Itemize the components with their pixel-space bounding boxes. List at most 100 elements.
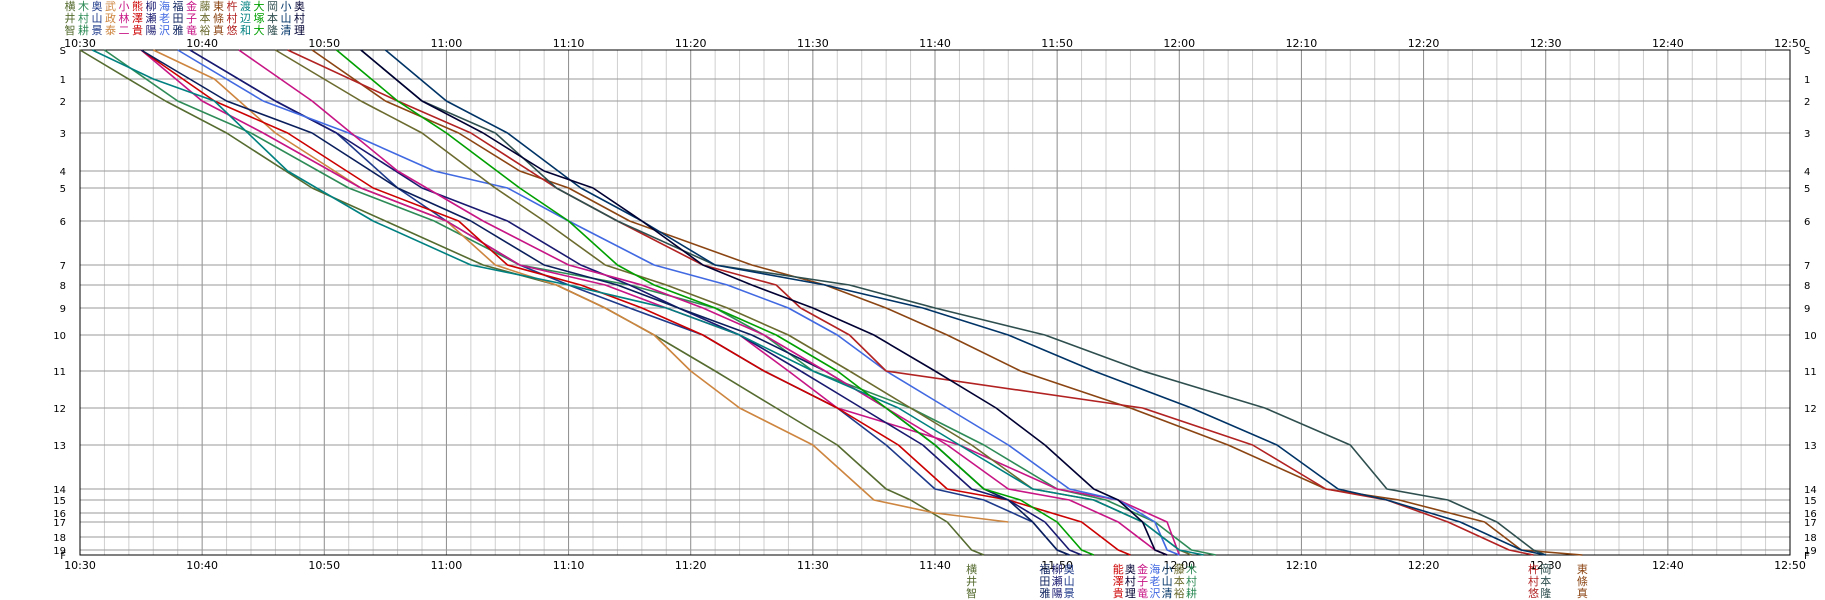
runner-label-bottom: 奥山景 <box>1064 562 1075 600</box>
series-line <box>189 49 1082 556</box>
x-tick-label-top: 11:40 <box>919 37 951 50</box>
x-tick-label-top: 11:20 <box>675 37 707 50</box>
y-tick-label-right: 4 <box>1804 167 1810 178</box>
x-tick-label-bottom: 11:50 <box>1041 559 1073 572</box>
x-tick-label-top: 11:30 <box>797 37 829 50</box>
runner-label-bottom: 能澤貴 <box>1113 562 1124 600</box>
runner-label-bottom: 岡本隆 <box>1540 563 1551 600</box>
y-tick-label-left: F <box>60 551 66 562</box>
x-tick-label-bottom: 10:50 <box>308 559 340 572</box>
y-tick-label-left: 3 <box>60 129 66 140</box>
series-line <box>140 49 1070 556</box>
series-line <box>140 49 1181 556</box>
x-tick-label-bottom: 12:40 <box>1652 559 1684 572</box>
runner-label-bottom: 金子竜 <box>1137 562 1148 600</box>
y-tick-label-right: 19 <box>1804 546 1817 557</box>
y-tick-label-left: 16 <box>53 509 66 520</box>
y-tick-label-right: S <box>1804 46 1810 57</box>
y-tick-label-right: 14 <box>1804 485 1817 496</box>
series-line <box>287 49 1534 556</box>
y-tick-label-left: 19 <box>53 546 66 557</box>
y-tick-label-right: F <box>1804 551 1810 562</box>
y-tick-label-left: 13 <box>53 441 66 452</box>
runner-labels: 横井智木村耕奥山景武政泰小林二熊澤貴柳瀬陽海老沢福田雅金子竜藤本裕東條真杵村悠渡… <box>65 0 1588 600</box>
y-tick-label-right: 11 <box>1804 367 1817 378</box>
y-tick-label-left: 17 <box>53 518 66 529</box>
series-line <box>177 49 1180 556</box>
y-tick-label-right: 3 <box>1804 129 1810 140</box>
runner-label-bottom: 柳瀬陽 <box>1052 562 1063 600</box>
y-tick-label-left: 10 <box>53 331 66 342</box>
x-tick-label-top: 10:40 <box>186 37 218 50</box>
y-tick-label-left: 15 <box>53 496 66 507</box>
runner-label-bottom: 藤本裕 <box>1174 563 1185 600</box>
y-tick-label-right: 18 <box>1804 533 1817 544</box>
runner-label-top: 横井智 <box>65 0 76 37</box>
series-lines <box>79 49 1583 556</box>
runner-label-top: 奥村理 <box>294 0 305 37</box>
series-line <box>238 49 1168 556</box>
y-tick-label-left: 1 <box>60 75 66 86</box>
x-tick-label-top: 10:30 <box>64 37 96 50</box>
y-tick-label-right: 9 <box>1804 304 1810 315</box>
x-tick-label-top: 12:20 <box>1408 37 1440 50</box>
runner-label-top: 小山清 <box>281 0 292 37</box>
runner-label-top: 海老沢 <box>159 0 170 37</box>
y-tick-label-left: 12 <box>53 404 66 415</box>
runner-label-top: 熊澤貴 <box>132 0 143 37</box>
runner-label-bottom: 木村耕 <box>1186 563 1197 600</box>
x-tick-label-bottom: 11:20 <box>675 559 707 572</box>
runner-label-top: 金子竜 <box>186 0 197 37</box>
y-tick-label-left: 14 <box>53 485 66 496</box>
series-line <box>91 49 1204 556</box>
y-tick-label-right: 17 <box>1804 518 1817 529</box>
y-tick-label-right: 8 <box>1804 281 1810 292</box>
x-tick-label-bottom: 12:10 <box>1286 559 1318 572</box>
runner-label-top: 杵村悠 <box>227 0 238 37</box>
y-tick-label-left: 4 <box>60 167 66 178</box>
y-tick-label-right: 16 <box>1804 509 1817 520</box>
y-tick-label-left: 6 <box>60 217 66 228</box>
x-tick-label-top: 12:10 <box>1286 37 1318 50</box>
x-tick-label-top: 12:40 <box>1652 37 1684 50</box>
y-tick-label-right: 10 <box>1804 331 1817 342</box>
x-tick-label-top: 11:00 <box>431 37 463 50</box>
runner-label-top: 奥山景 <box>92 0 103 37</box>
grid <box>79 49 1791 556</box>
runner-label-bottom: 東條真 <box>1577 563 1588 600</box>
runner-label-bottom: 杵村悠 <box>1528 562 1539 600</box>
x-tick-label-bottom: 11:10 <box>553 559 585 572</box>
y-tick-label-right: 5 <box>1804 184 1810 195</box>
x-tick-label-bottom: 11:40 <box>919 559 951 572</box>
runner-label-bottom: 海老沢 <box>1149 562 1160 600</box>
runner-label-top: 大塚大 <box>254 0 265 37</box>
series-line <box>311 49 1583 556</box>
x-tick-label-top: 11:50 <box>1041 37 1073 50</box>
series-line <box>152 49 1009 523</box>
runner-label-top: 柳瀬陽 <box>146 0 157 37</box>
y-tick-label-left: 2 <box>60 97 66 108</box>
y-tick-label-right: 13 <box>1804 441 1817 452</box>
runner-label-bottom: 奥村理 <box>1125 562 1136 600</box>
y-tick-label-left: 8 <box>60 281 66 292</box>
runner-label-top: 木村耕 <box>78 0 89 37</box>
series-line <box>360 49 1168 556</box>
runner-label-top: 小林二 <box>119 0 130 37</box>
series-line <box>79 49 985 556</box>
runner-label-top: 武政泰 <box>105 0 116 37</box>
y-tick-label-left: 7 <box>60 261 66 272</box>
x-tick-label-bottom: 12:50 <box>1774 559 1806 572</box>
runner-label-top: 渡辺和 <box>240 0 251 37</box>
series-line <box>274 49 1192 556</box>
runner-label-top: 福田雅 <box>173 0 184 37</box>
x-tick-label-bottom: 12:30 <box>1530 559 1562 572</box>
runner-label-bottom: 横井智 <box>966 562 977 600</box>
y-tick-label-right: 2 <box>1804 97 1810 108</box>
y-tick-label-right: 12 <box>1804 404 1817 415</box>
x-tick-label-bottom: 10:30 <box>64 559 96 572</box>
runner-label-top: 岡本隆 <box>267 0 278 37</box>
series-line <box>140 49 1131 556</box>
y-tick-label-left: 5 <box>60 184 66 195</box>
y-tick-label-right: 15 <box>1804 496 1817 507</box>
